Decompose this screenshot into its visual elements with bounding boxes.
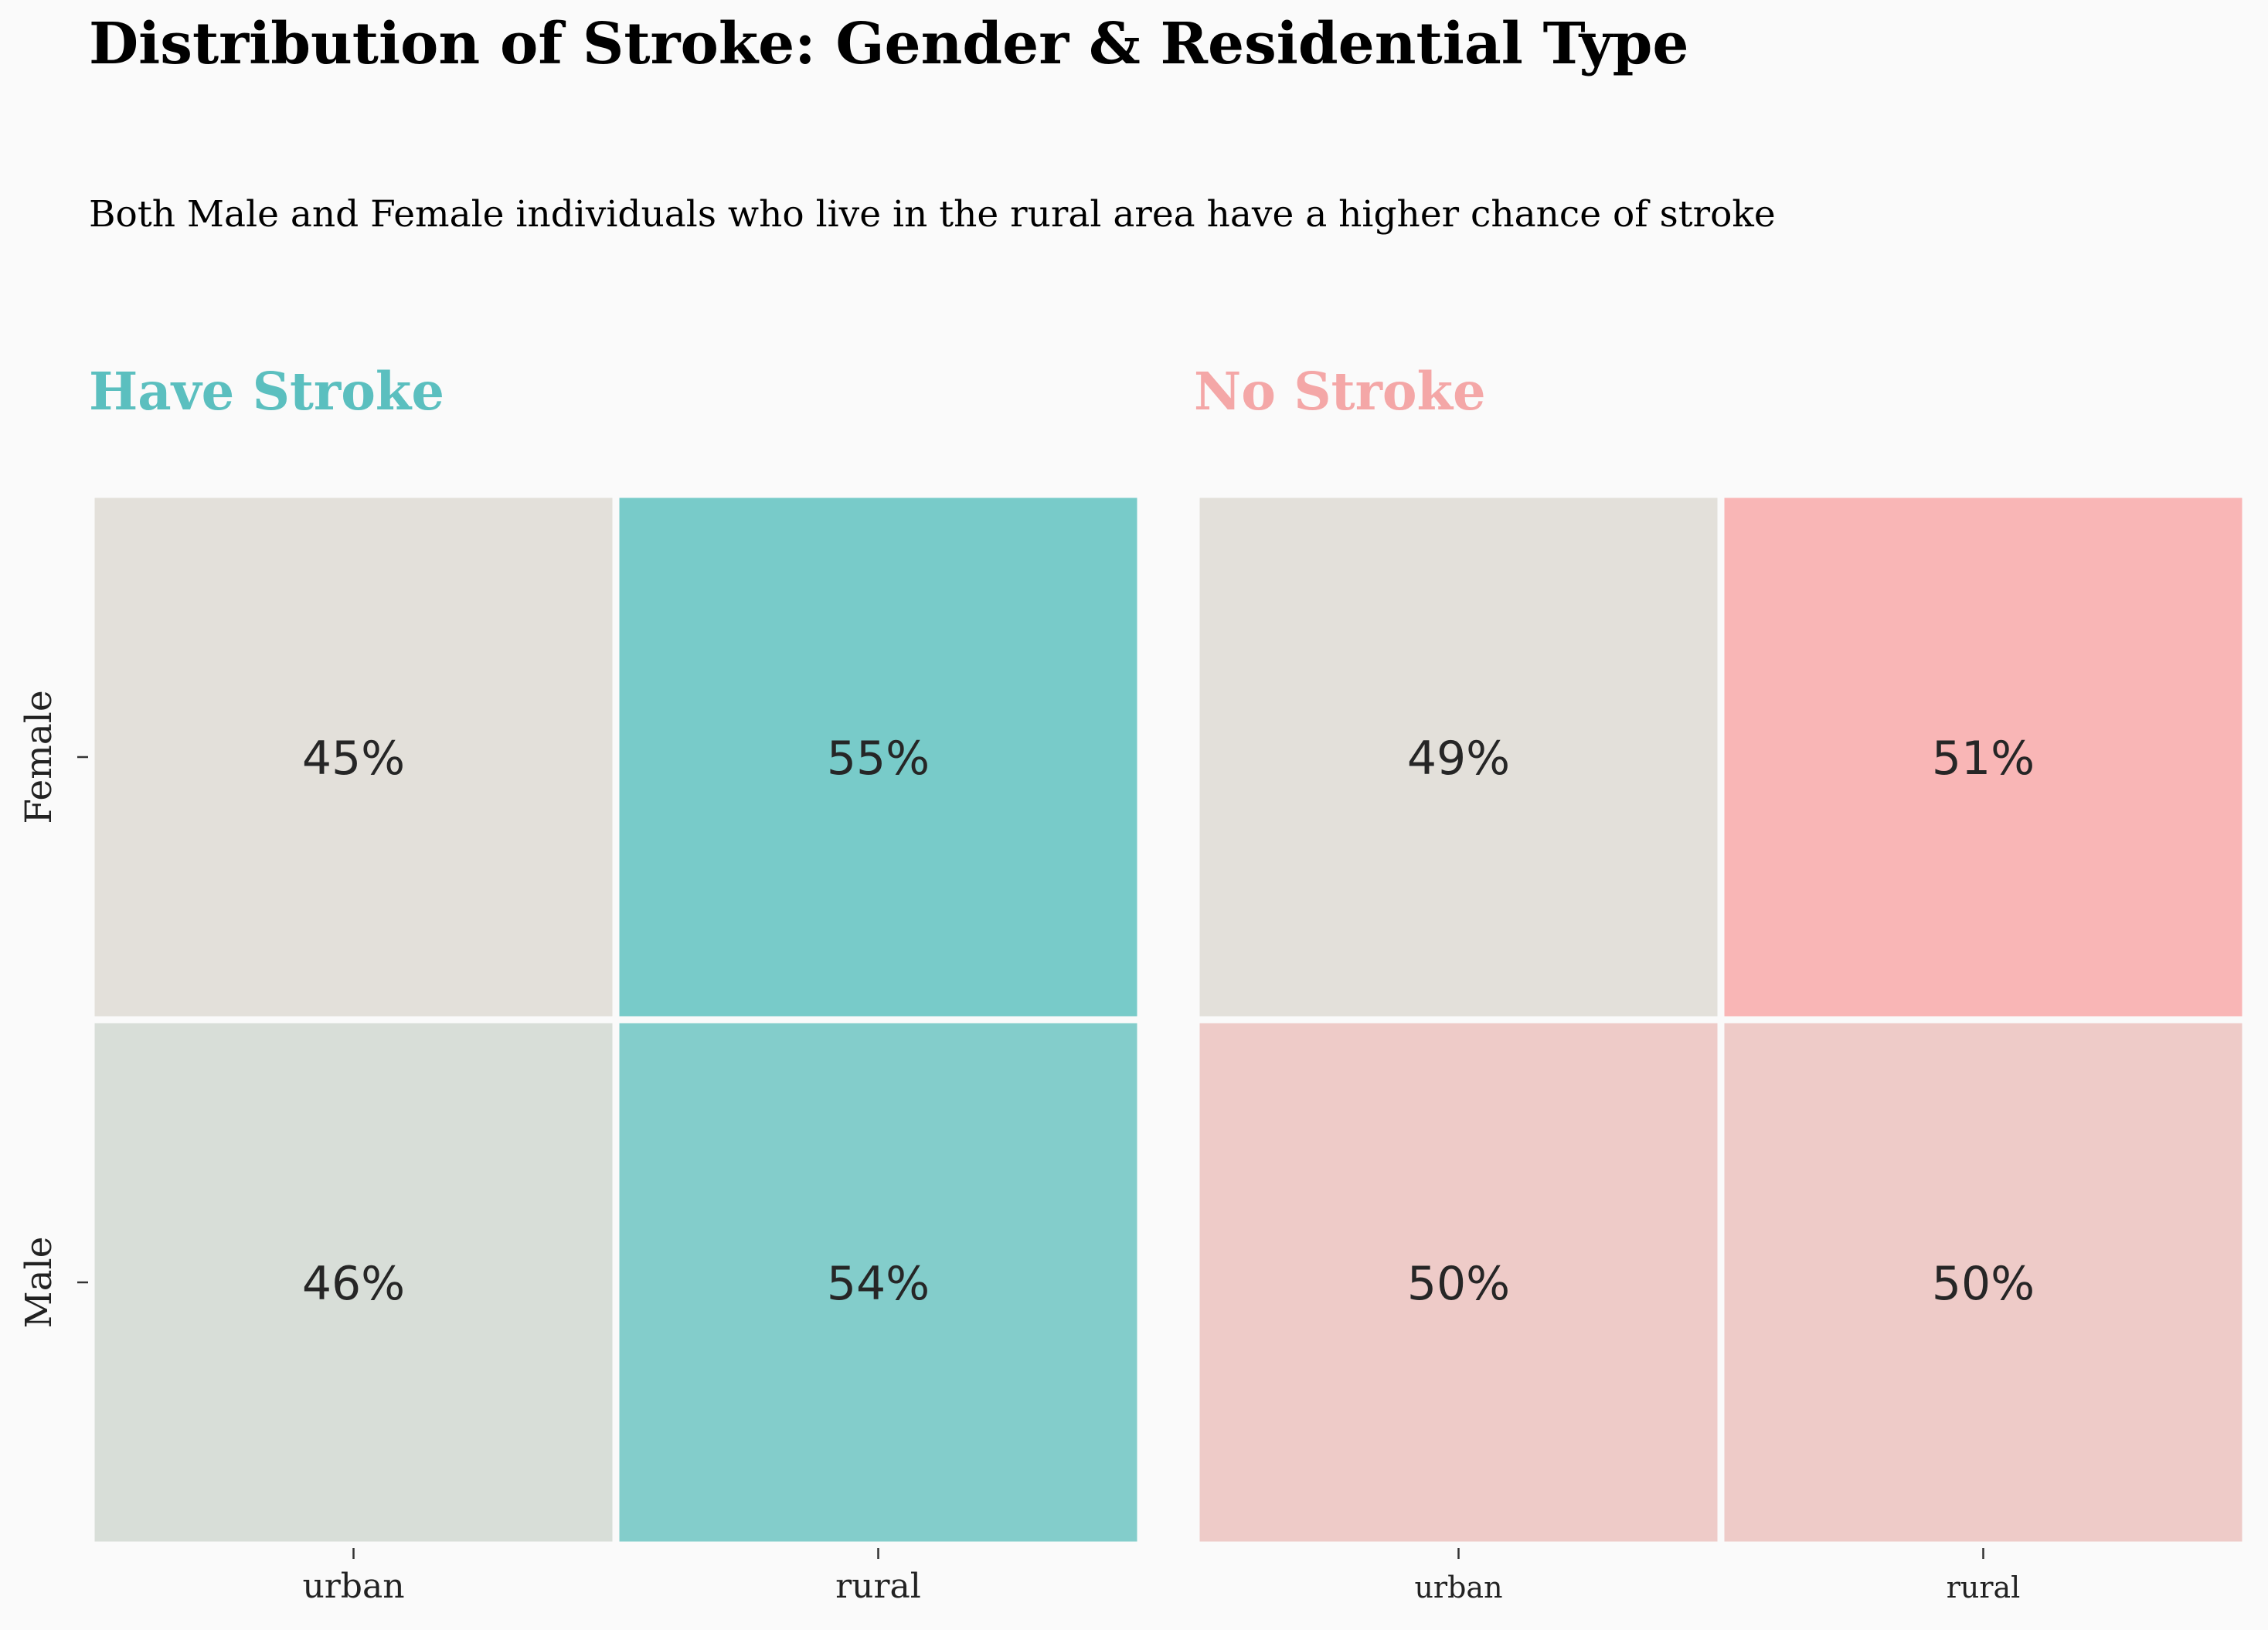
- heatmap-cell: [1724, 1023, 2242, 1542]
- cell-value-label: 51%: [1932, 732, 2035, 786]
- heatmap-cell: [619, 1023, 1137, 1542]
- heatmap-panels: Have Stroke 45% 55% 46% 54% urban rural Female M…: [18, 361, 2242, 1606]
- heatmap-cell: [1199, 497, 1718, 1017]
- cell-value-label: 46%: [302, 1257, 405, 1311]
- x-tick-label: urban: [1414, 1571, 1502, 1605]
- x-tick-label: rural: [1947, 1571, 2021, 1605]
- cell-value-label: 49%: [1407, 732, 1510, 786]
- x-tick-label: rural: [835, 1567, 921, 1606]
- cell-value-label: 50%: [1932, 1257, 2035, 1311]
- panel-title: No Stroke: [1194, 361, 1486, 422]
- heatmap-cell: [1199, 1023, 1718, 1542]
- heatmap-cell: [94, 1023, 613, 1542]
- y-tick-label: Female: [18, 690, 60, 823]
- cell-value-label: 54%: [827, 1257, 930, 1311]
- y-tick-label: Male: [18, 1237, 60, 1329]
- heatmap-cell: [1724, 497, 2242, 1017]
- panel-title: Have Stroke: [89, 361, 444, 422]
- cell-value-label: 55%: [827, 732, 930, 786]
- figure-title: Distribution of Stroke: Gender & Residen…: [89, 11, 1688, 77]
- heatmap-cell: [94, 497, 613, 1017]
- x-tick-label: urban: [302, 1567, 404, 1606]
- heatmap-panel-2: No Stroke 49% 51% 50% 50% urban rural: [1194, 361, 2242, 1605]
- cell-value-label: 45%: [302, 732, 405, 786]
- cell-value-label: 50%: [1407, 1257, 1510, 1311]
- figure-subtitle: Both Male and Female individuals who liv…: [89, 193, 1776, 236]
- heatmap-panel-1: Have Stroke 45% 55% 46% 54% urban rural Female M…: [18, 361, 1137, 1606]
- heatmap-cell: [619, 497, 1137, 1017]
